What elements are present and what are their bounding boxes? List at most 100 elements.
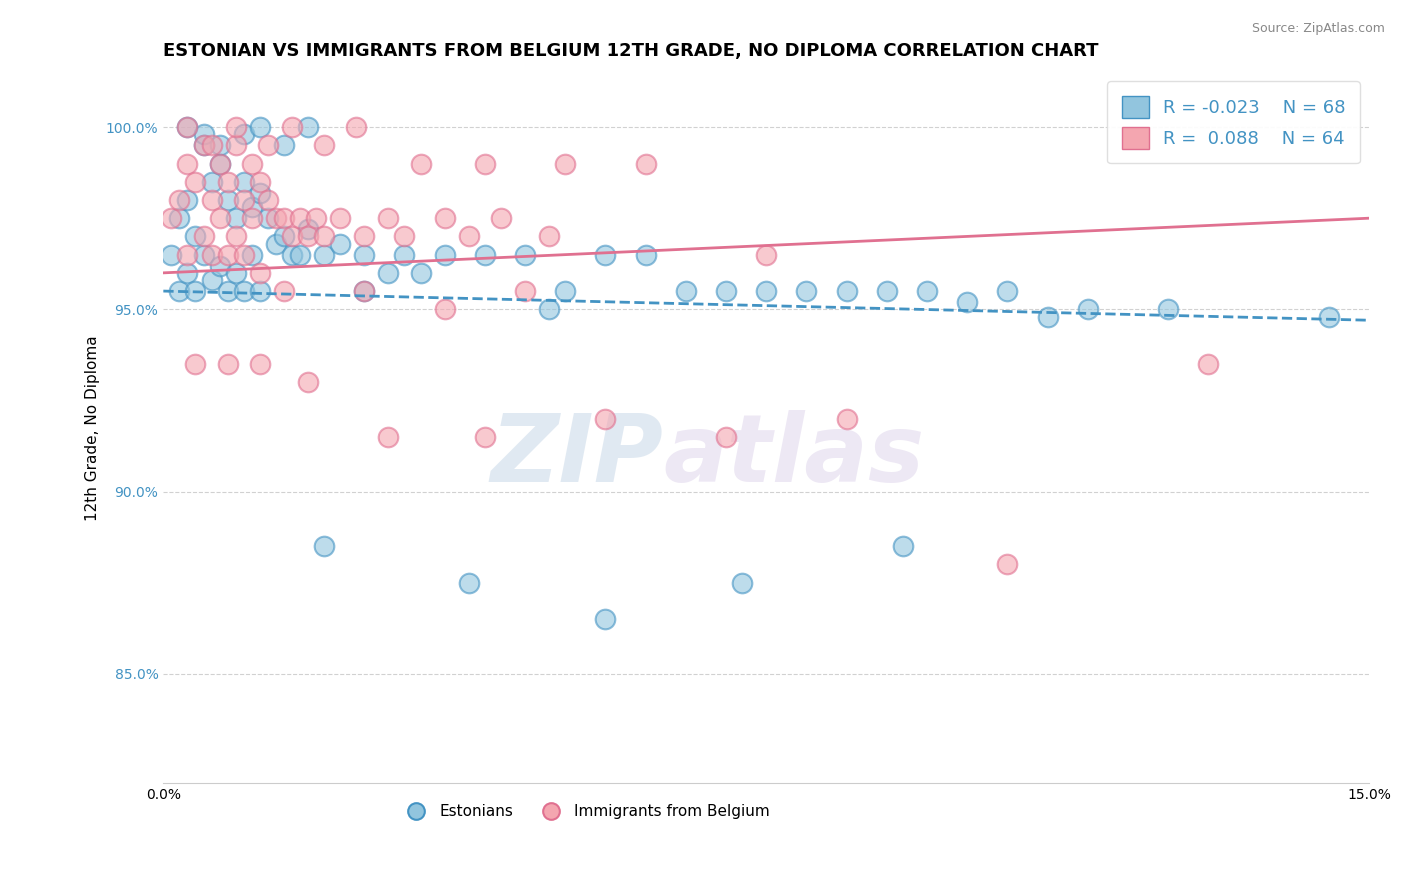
Point [457, 575, 479, 590]
Point [796, 284, 818, 298]
Point [489, 211, 512, 226]
Point [595, 612, 617, 626]
Point [264, 211, 287, 226]
Point [200, 138, 222, 153]
Point [208, 138, 231, 153]
Point [249, 357, 271, 371]
Point [314, 247, 336, 261]
Point [160, 247, 183, 261]
Point [193, 247, 215, 261]
Point [176, 156, 198, 170]
Point [891, 539, 914, 553]
Point [273, 284, 295, 298]
Point [217, 247, 239, 261]
Point [314, 138, 336, 153]
Point [240, 247, 263, 261]
Point [433, 302, 456, 317]
Point [273, 229, 295, 244]
Point [314, 539, 336, 553]
Point [554, 156, 576, 170]
Point [240, 211, 263, 226]
Point [208, 156, 231, 170]
Point [225, 120, 247, 134]
Point [160, 211, 183, 226]
Point [329, 236, 352, 251]
Point [377, 266, 399, 280]
Point [184, 284, 207, 298]
Point [956, 295, 979, 310]
Point [995, 558, 1018, 572]
Point [634, 156, 657, 170]
Point [755, 247, 778, 261]
Point [457, 229, 479, 244]
Point [217, 284, 239, 298]
Point [225, 138, 247, 153]
Point [208, 156, 231, 170]
Point [314, 229, 336, 244]
Point [288, 211, 311, 226]
Point [193, 138, 215, 153]
Point [232, 175, 254, 189]
Point [184, 175, 207, 189]
Point [217, 175, 239, 189]
Point [249, 175, 271, 189]
Point [409, 266, 432, 280]
Text: ZIP: ZIP [491, 410, 664, 502]
Y-axis label: 12th Grade, No Diploma: 12th Grade, No Diploma [86, 334, 100, 521]
Point [714, 284, 737, 298]
Point [1036, 310, 1059, 324]
Point [297, 229, 319, 244]
Point [474, 156, 496, 170]
Point [281, 247, 304, 261]
Point [297, 120, 319, 134]
Point [281, 229, 304, 244]
Text: atlas: atlas [664, 410, 925, 502]
Point [200, 193, 222, 207]
Point [329, 211, 352, 226]
Point [353, 284, 375, 298]
Point [256, 211, 278, 226]
Point [915, 284, 938, 298]
Point [344, 120, 367, 134]
Point [305, 211, 328, 226]
Point [394, 247, 416, 261]
Point [1157, 302, 1180, 317]
Point [208, 259, 231, 273]
Point [474, 247, 496, 261]
Point [377, 430, 399, 444]
Point [200, 273, 222, 287]
Point [169, 284, 191, 298]
Point [193, 229, 215, 244]
Point [273, 138, 295, 153]
Point [240, 200, 263, 214]
Point [513, 284, 536, 298]
Point [281, 120, 304, 134]
Point [249, 266, 271, 280]
Point [200, 247, 222, 261]
Point [256, 193, 278, 207]
Point [538, 229, 561, 244]
Point [249, 120, 271, 134]
Point [249, 186, 271, 200]
Point [249, 284, 271, 298]
Point [433, 211, 456, 226]
Point [538, 302, 561, 317]
Point [835, 411, 858, 425]
Point [1077, 302, 1099, 317]
Point [225, 229, 247, 244]
Point [184, 229, 207, 244]
Text: Source: ZipAtlas.com: Source: ZipAtlas.com [1251, 22, 1385, 36]
Point [995, 284, 1018, 298]
Point [176, 120, 198, 134]
Point [731, 575, 754, 590]
Point [232, 284, 254, 298]
Point [554, 284, 576, 298]
Point [394, 229, 416, 244]
Point [297, 222, 319, 236]
Point [232, 128, 254, 142]
Point [176, 247, 198, 261]
Point [169, 211, 191, 226]
Point [169, 193, 191, 207]
Point [256, 138, 278, 153]
Point [193, 138, 215, 153]
